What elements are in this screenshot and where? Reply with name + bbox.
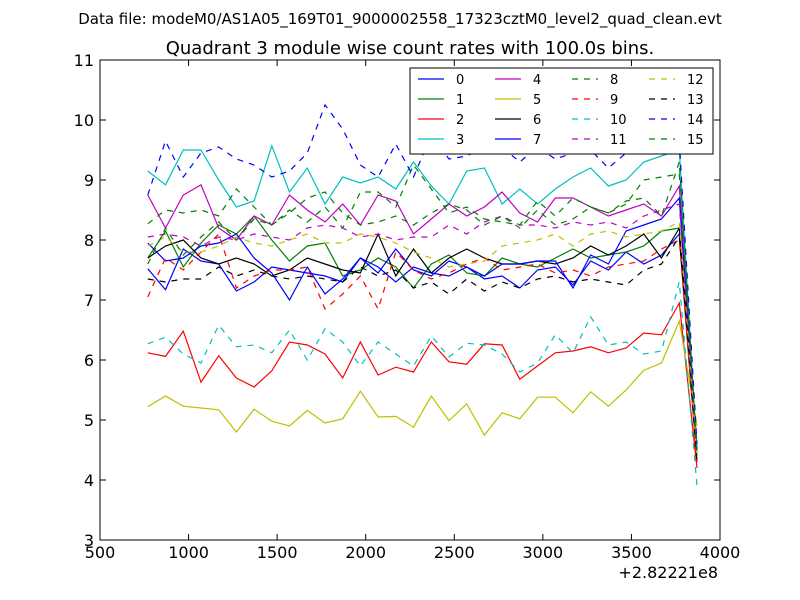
axes: 500 1000 1500 2000 2500 3000 3500 4000345678910… xyxy=(74,51,741,562)
y-tick-label: 7 xyxy=(84,291,94,310)
legend-label-2: 2 xyxy=(456,113,464,128)
x-tick-label: 3000 xyxy=(522,543,563,562)
series-11-line xyxy=(147,203,698,457)
legend-label-11: 11 xyxy=(610,133,627,148)
legend-label-14: 14 xyxy=(687,113,704,128)
y-tick-label: 6 xyxy=(84,351,94,370)
series-13-line xyxy=(147,235,698,463)
x-tick-label: 500 xyxy=(85,543,116,562)
legend-label-8: 8 xyxy=(610,73,618,88)
x-offset-label: +2.82221e8 xyxy=(618,563,718,582)
series-6-line xyxy=(147,226,698,451)
series-15-line xyxy=(147,161,698,457)
x-tick-label: 2500 xyxy=(434,543,475,562)
legend-label-7: 7 xyxy=(533,133,541,148)
series-1-line xyxy=(147,215,698,445)
series-8-line xyxy=(147,163,698,451)
series-5-line xyxy=(147,318,698,437)
legend-label-4: 4 xyxy=(533,73,541,88)
series-7-line xyxy=(147,196,698,457)
legend-label-15: 15 xyxy=(687,133,704,148)
legend-label-3: 3 xyxy=(456,133,464,148)
y-tick-label: 3 xyxy=(84,531,94,550)
series-2-line xyxy=(147,301,698,469)
y-tick-label: 8 xyxy=(84,231,94,250)
y-tick-label: 4 xyxy=(84,471,94,490)
legend-label-13: 13 xyxy=(687,93,704,108)
legend-label-0: 0 xyxy=(456,73,464,88)
data-file-suptitle: Data file: modeM0/AS1A05_169T01_90000025… xyxy=(78,10,722,29)
series-12-line xyxy=(147,221,698,457)
y-tick-label: 10 xyxy=(74,111,94,130)
series-14-line xyxy=(147,97,698,445)
chart-title: Quadrant 3 module wise count rates with … xyxy=(166,38,655,59)
legend-label-12: 12 xyxy=(687,73,704,88)
legend-label-6: 6 xyxy=(533,113,541,128)
x-tick-label: 2000 xyxy=(345,543,386,562)
legend-label-1: 1 xyxy=(456,93,464,108)
series-0-line xyxy=(147,232,698,457)
y-tick-label: 5 xyxy=(84,411,94,430)
x-tick-label: 1000 xyxy=(168,543,209,562)
y-tick-label: 9 xyxy=(84,171,94,190)
x-tick-label: 1500 xyxy=(257,543,298,562)
series-10-line xyxy=(147,281,698,487)
legend-label-5: 5 xyxy=(533,93,541,108)
legend-label-10: 10 xyxy=(610,113,627,128)
series-3-line xyxy=(147,143,698,457)
legend-label-9: 9 xyxy=(610,93,618,108)
plot-area xyxy=(147,97,698,487)
x-tick-label: 4000 xyxy=(700,543,741,562)
legend-box xyxy=(409,67,714,155)
series-9-line xyxy=(147,232,698,463)
y-tick-label: 11 xyxy=(74,51,94,70)
x-tick-label: 3500 xyxy=(611,543,652,562)
series-4-line xyxy=(147,183,698,463)
